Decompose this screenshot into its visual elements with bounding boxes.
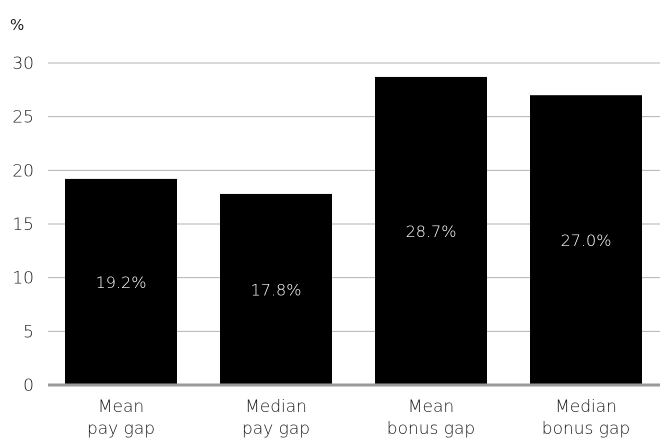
y-tick-label-15: 15 [12, 215, 34, 235]
y-axis-ticks: 0 5 10 15 20 25 30 [12, 54, 34, 396]
bars: 19.2% 17.8% 28.7% 27.0% [65, 76, 642, 385]
x-category-label-2-line-2: pay gap [242, 419, 310, 438]
x-category-label-1-line-1: Mean [98, 397, 144, 417]
bar-data-label-1: 19.2% [96, 273, 147, 292]
y-axis-unit-label: % [10, 16, 24, 34]
x-category-label-3-line-1: Mean [408, 397, 454, 417]
bar-2 [220, 193, 332, 385]
x-category-label-4-line-2: bonus gap [542, 419, 630, 438]
y-tick-label-20: 20 [12, 161, 34, 181]
bar-data-label-3: 28.7% [406, 222, 457, 241]
y-tick-label-10: 10 [12, 269, 34, 289]
y-tick-label-25: 25 [12, 108, 34, 128]
x-category-label-2-line-1: Median [245, 397, 307, 417]
bar-data-label-4: 27.0% [561, 231, 612, 250]
y-tick-label-5: 5 [23, 322, 34, 342]
bar-1 [65, 178, 177, 385]
x-category-label-3-line-2: bonus gap [387, 419, 475, 438]
bar-3 [375, 76, 487, 385]
x-category-label-1-line-2: pay gap [87, 419, 155, 438]
y-tick-label-30: 30 [12, 54, 34, 74]
x-axis-labels: Mean pay gap Median pay gap Mean bonus gap Med… [87, 397, 630, 438]
y-tick-label-0: 0 [23, 376, 34, 396]
bar-4 [530, 95, 642, 385]
bar-data-label-2: 17.8% [251, 280, 302, 299]
x-category-label-4-line-1: Median [555, 397, 617, 417]
